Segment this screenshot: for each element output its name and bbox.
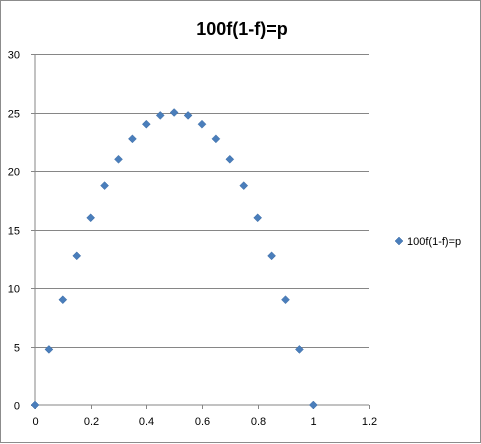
- tick-marks: [31, 54, 370, 409]
- x-tick-label: 0.6: [195, 416, 210, 428]
- gridlines: [35, 54, 369, 348]
- data-point: [72, 251, 82, 261]
- legend-marker-diamond: [394, 236, 404, 246]
- data-point: [155, 111, 165, 120]
- axes: [34, 54, 369, 406]
- y-tick-label: 10: [8, 284, 20, 296]
- data-point: [183, 111, 193, 120]
- x-tick-label: 1: [310, 416, 316, 428]
- y-tick-labels: 0 5 10 15 20 25 30: [8, 50, 20, 413]
- data-point: [211, 134, 221, 144]
- x-tick-label: 0.4: [139, 416, 154, 428]
- data-point: [295, 345, 304, 354]
- data-point: [253, 213, 263, 223]
- data-point: [44, 345, 54, 354]
- data-point: [225, 154, 235, 164]
- y-tick-label: 20: [8, 167, 20, 179]
- x-tick-label: 1.2: [362, 416, 377, 428]
- data-point: [267, 251, 276, 261]
- data-point: [114, 154, 123, 164]
- data-point: [128, 134, 137, 144]
- data-point: [141, 119, 151, 129]
- data-point: [281, 295, 290, 305]
- chart-title: 100f(1-f)=p: [196, 19, 288, 39]
- data-point: [30, 400, 40, 410]
- y-tick-label: 30: [8, 50, 20, 62]
- data-point: [169, 108, 179, 117]
- data-point: [100, 181, 109, 190]
- data-points: [30, 108, 318, 410]
- y-tick-label: 15: [8, 226, 20, 238]
- y-tick-label: 0: [14, 401, 20, 413]
- data-point: [239, 181, 249, 190]
- data-point: [58, 295, 68, 305]
- data-point: [86, 213, 96, 223]
- x-tick-label: 0.8: [251, 416, 266, 428]
- y-tick-label: 5: [14, 343, 20, 355]
- legend-label: 100f(1-f)=p: [407, 236, 461, 248]
- data-point: [308, 400, 318, 410]
- legend: 100f(1-f)=p: [394, 236, 461, 248]
- x-tick-label: 0.2: [84, 416, 99, 428]
- x-tick-label: 0: [32, 416, 38, 428]
- x-tick-labels: 0 0.2 0.4 0.6 0.8 1 1.2: [32, 416, 377, 428]
- data-point: [197, 119, 207, 129]
- y-tick-label: 25: [8, 109, 20, 121]
